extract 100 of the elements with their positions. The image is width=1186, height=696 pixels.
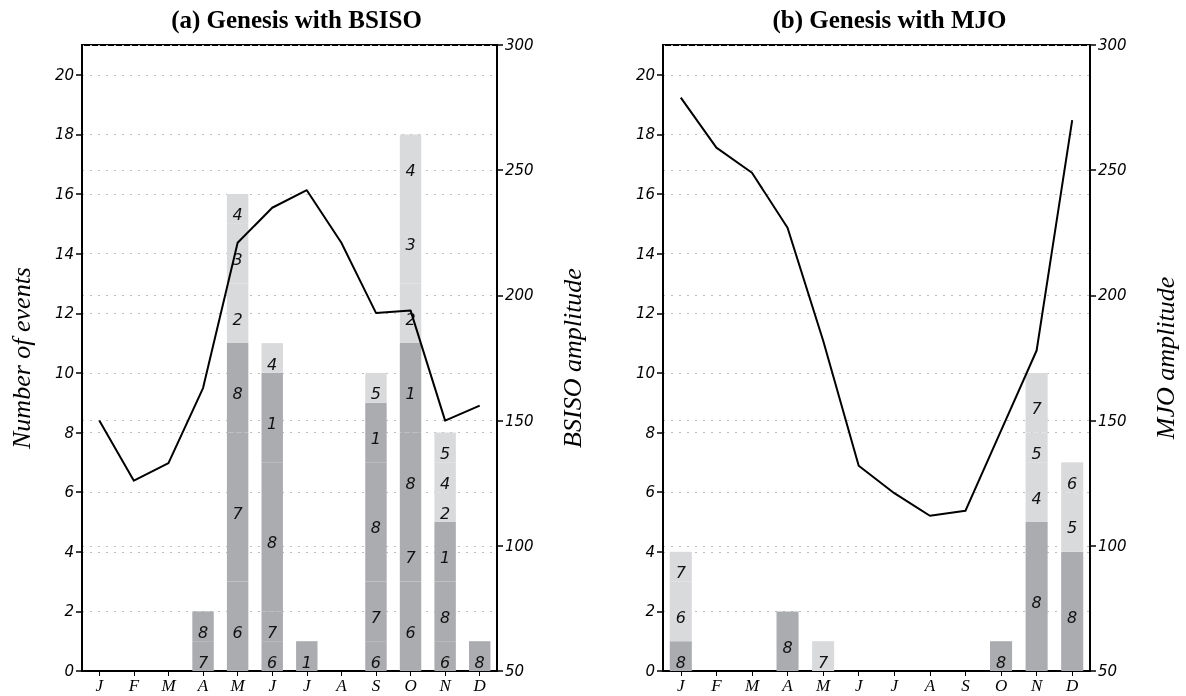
y-tick-label: 16	[54, 185, 74, 204]
text: 4	[440, 473, 451, 493]
text: 8	[440, 607, 451, 627]
text: 4	[405, 160, 416, 180]
y2-tick-label: 150	[505, 411, 534, 430]
x-tick-label: A	[923, 676, 936, 695]
series-label: 4	[232, 205, 243, 225]
y2-tick-label: 300	[1098, 36, 1127, 54]
text: 6	[232, 622, 243, 642]
x-tick-label: J	[677, 676, 687, 695]
y-axis-title: Number of events	[6, 267, 36, 450]
y-tick-label: 6	[64, 483, 74, 502]
series-label: 2	[440, 503, 451, 523]
y2-tick-label: 100	[505, 536, 534, 555]
y-tick-label: 12	[635, 304, 655, 323]
y-tick-label: 8	[64, 423, 74, 442]
y2-axis-title: MJO amplitude	[1150, 276, 1180, 441]
text: 1	[440, 548, 451, 568]
text: 6	[440, 652, 451, 672]
y-tick-label: 18	[635, 125, 655, 144]
y-tick-label: 4	[64, 542, 74, 561]
y-tick-label: 14	[54, 244, 74, 263]
bar	[1025, 521, 1048, 671]
text: 6	[675, 607, 686, 627]
y2-tick-label: 100	[1098, 536, 1127, 555]
y-tick-label: 2	[645, 602, 655, 621]
bar	[365, 372, 387, 403]
y-tick-label: 14	[635, 244, 655, 263]
y2-tick-label: 150	[1098, 411, 1127, 430]
x-tick-label: J	[95, 676, 105, 695]
bar	[812, 641, 835, 671]
x-tick-label: D	[1065, 676, 1080, 695]
y-tick-label: 18	[54, 125, 74, 144]
text: 8	[405, 473, 416, 493]
chart-title: (a) Genesis with BSISO	[171, 6, 422, 34]
x-tick-label: S	[371, 676, 381, 695]
text: 7	[197, 652, 209, 672]
text: 7	[1031, 399, 1042, 419]
y-tick-label: 16	[635, 185, 655, 204]
text: 7	[818, 652, 829, 672]
y2-tick-label: 250	[1098, 161, 1127, 180]
x-tick-label: J	[303, 676, 313, 695]
x-tick-label: J	[854, 676, 864, 695]
text: 8	[1031, 592, 1042, 612]
text: 1	[267, 414, 278, 434]
y2-tick-label: 200	[1098, 286, 1127, 305]
text: 5	[1067, 518, 1078, 538]
y-tick-label: 8	[645, 423, 655, 442]
bar	[296, 641, 318, 671]
text: 1	[370, 429, 382, 449]
text: 7	[370, 607, 382, 627]
series-label: 7	[675, 563, 687, 583]
text: 7	[405, 548, 416, 568]
text: 8	[267, 533, 278, 553]
series-label: 3	[405, 235, 416, 255]
x-tick-label: O	[404, 676, 417, 695]
y-tick-label: 0	[64, 662, 74, 680]
text: 8	[370, 518, 382, 538]
y-tick-label: 20	[635, 65, 655, 84]
series-label: 1	[301, 652, 312, 672]
text: 6	[370, 652, 382, 672]
series-label: 6	[267, 652, 278, 672]
text: 2	[232, 309, 243, 329]
bar	[776, 611, 799, 671]
series-label: 5	[370, 384, 382, 404]
y-tick-label: 2	[64, 602, 74, 621]
series-label: 7	[267, 622, 279, 642]
y-tick-label: 10	[635, 363, 655, 382]
x-tick-label: O	[994, 676, 1008, 695]
x-tick-label: M	[160, 676, 177, 695]
y2-tick-label: 50	[505, 662, 525, 680]
y-tick-label: 4	[645, 542, 655, 561]
series-label: 5	[1031, 443, 1042, 463]
y-tick-label: 20	[54, 65, 74, 84]
text: 8	[782, 637, 793, 657]
y2-tick-label: 250	[505, 161, 534, 180]
series-label: 8	[197, 622, 209, 642]
y-tick-label: 12	[54, 304, 74, 323]
text: 1	[405, 384, 416, 404]
text: 5	[440, 443, 451, 463]
x-tick-label: F	[127, 676, 140, 695]
y2-axis-title: BSISO amplitude	[557, 268, 587, 448]
y2-tick-label: 200	[505, 286, 534, 305]
chart-title: (b) Genesis with MJO	[772, 6, 1007, 34]
text: 8	[474, 652, 485, 672]
x-tick-label: A	[196, 676, 209, 695]
text: 7	[232, 503, 243, 523]
text: 8	[1067, 607, 1078, 627]
x-tick-label: M	[815, 676, 832, 695]
series-label: 6	[1067, 473, 1078, 493]
x-tick-label: A	[335, 676, 348, 695]
bar	[1061, 551, 1084, 671]
y-tick-label: 0	[645, 662, 655, 680]
x-tick-label: S	[961, 676, 971, 695]
x-tick-label: J	[268, 676, 278, 695]
y-tick-label: 6	[645, 483, 655, 502]
text: 6	[405, 622, 416, 642]
y2-tick-label: 50	[1098, 662, 1118, 680]
text: 4	[267, 354, 278, 374]
x-tick-label: F	[710, 676, 723, 695]
